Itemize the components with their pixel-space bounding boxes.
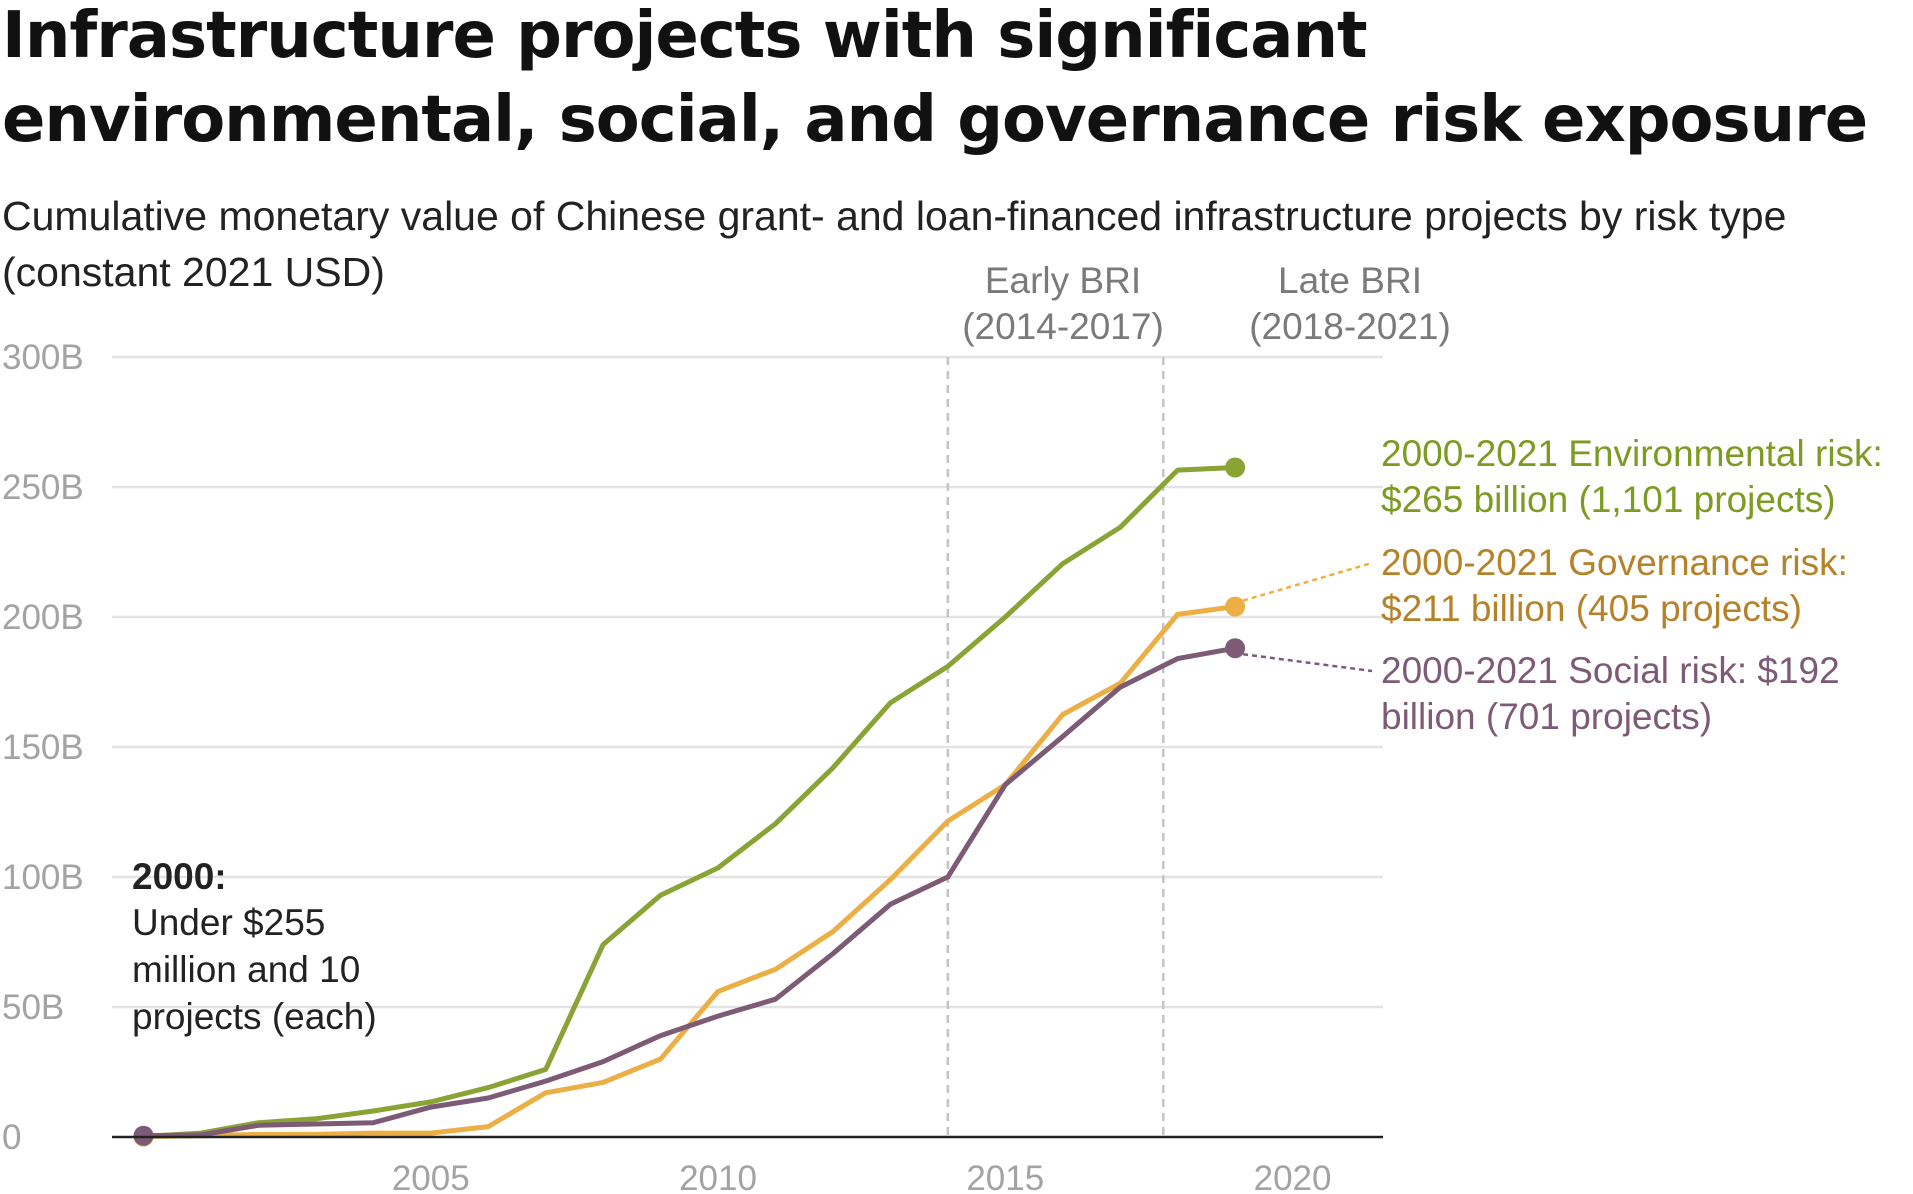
series-line-social [141, 645, 1238, 1139]
period-markers: Early BRI (2014-2017) Late BRI (2018-2021) [946, 260, 1451, 1137]
annotation-heading: 2000: [132, 856, 227, 897]
y-tick-label: 150B [2, 728, 84, 767]
leader-line-governance [1242, 561, 1373, 602]
end-label-social: 2000-2021 Social risk: $192 [1381, 650, 1840, 691]
leader-line-social [1242, 652, 1373, 673]
annotation-line: projects (each) [132, 996, 377, 1037]
series-lines [133, 465, 1238, 1147]
series-line-environmental [141, 465, 1238, 1139]
y-tick-label: 250B [2, 468, 84, 507]
end-label-social: billion (701 projects) [1381, 696, 1712, 737]
annotation-line: million and 10 [132, 949, 360, 990]
y-tick-label: 0 [2, 1118, 21, 1157]
annotation-line: Under $255 [132, 902, 325, 943]
chart-title: Infrastructure projects with significant… [2, 0, 1868, 157]
end-label-environmental: $265 billion (1,101 projects) [1381, 479, 1836, 520]
y-tick-label: 100B [2, 858, 84, 897]
end-labels: 2000-2021 Environmental risk: $265 billio… [1225, 433, 1883, 737]
gridlines: 0 50B 100B 150B 200B 250B 300B [2, 338, 1383, 1157]
x-tick-label: 2005 [392, 1159, 470, 1194]
start-dot-social [133, 1125, 154, 1146]
end-label-environmental: 2000-2021 Environmental risk: [1381, 433, 1883, 474]
end-label-governance: $211 billion (405 projects) [1381, 588, 1802, 629]
x-tick-label: 2020 [1254, 1159, 1332, 1194]
series-line-governance [141, 604, 1238, 1139]
x-tick-label: 2010 [679, 1159, 757, 1194]
chart-subtitle: Cumulative monetary value of Chinese gra… [2, 193, 1787, 295]
period-label-2: Late BRI [1278, 260, 1422, 301]
end-dot-environmental [1225, 457, 1246, 478]
y-tick-label: 50B [2, 988, 64, 1027]
y-tick-label: 200B [2, 598, 84, 637]
end-dot-social [1225, 638, 1246, 659]
period-label-1: (2014-2017) [962, 306, 1164, 347]
end-dot-governance [1225, 596, 1246, 617]
y-tick-label: 300B [2, 338, 84, 377]
x-axis: 2005 2010 2015 2020 [112, 1135, 1383, 1194]
x-tick-label: 2015 [966, 1159, 1044, 1194]
period-label-1: Early BRI [985, 260, 1141, 301]
annotation-2000: 2000: Under $255 million and 10 projects (e… [132, 856, 377, 1037]
period-label-2: (2018-2021) [1249, 306, 1451, 347]
end-label-governance: 2000-2021 Governance risk: [1381, 542, 1848, 583]
